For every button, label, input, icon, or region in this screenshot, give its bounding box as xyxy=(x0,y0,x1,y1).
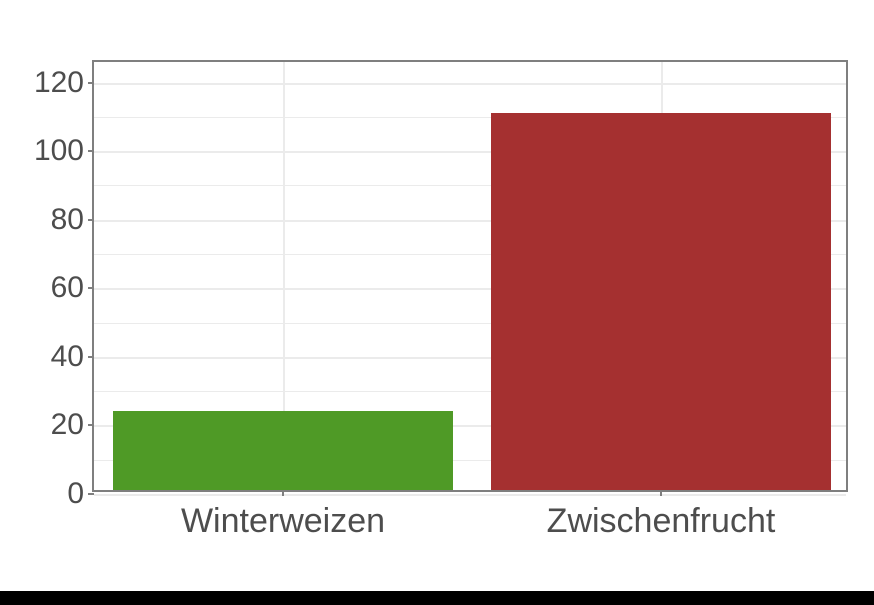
x-tick-mark xyxy=(660,490,662,496)
x-tick-label: Winterweizen xyxy=(181,502,385,541)
y-tick-mark xyxy=(88,219,94,221)
y-tick-label: 0 xyxy=(67,477,84,511)
y-tick-mark xyxy=(88,150,94,152)
x-tick-mark xyxy=(282,490,284,496)
y-tick-label: 40 xyxy=(51,340,84,374)
y-tick-mark xyxy=(88,493,94,495)
y-tick-mark xyxy=(88,356,94,358)
y-tick-label: 80 xyxy=(51,203,84,237)
y-tick-mark xyxy=(88,424,94,426)
y-tick-mark xyxy=(88,82,94,84)
y-tick-label: 20 xyxy=(51,408,84,442)
y-tick-label: 100 xyxy=(34,134,84,168)
y-tick-label: 120 xyxy=(34,66,84,100)
plot-area: 020406080100120WinterweizenZwischenfruch… xyxy=(92,60,848,492)
bottom-border-strip xyxy=(0,591,874,605)
bar xyxy=(491,113,831,490)
y-tick-label: 60 xyxy=(51,271,84,305)
x-tick-label: Zwischenfrucht xyxy=(547,502,776,541)
y-tick-mark xyxy=(88,287,94,289)
gridline-horizontal xyxy=(94,83,846,85)
bar xyxy=(113,411,453,490)
gridline-horizontal xyxy=(94,494,846,496)
bar-chart: 0 20 40 60 80 100 120 Winterweizen Zwischenfruch… xyxy=(0,0,874,605)
